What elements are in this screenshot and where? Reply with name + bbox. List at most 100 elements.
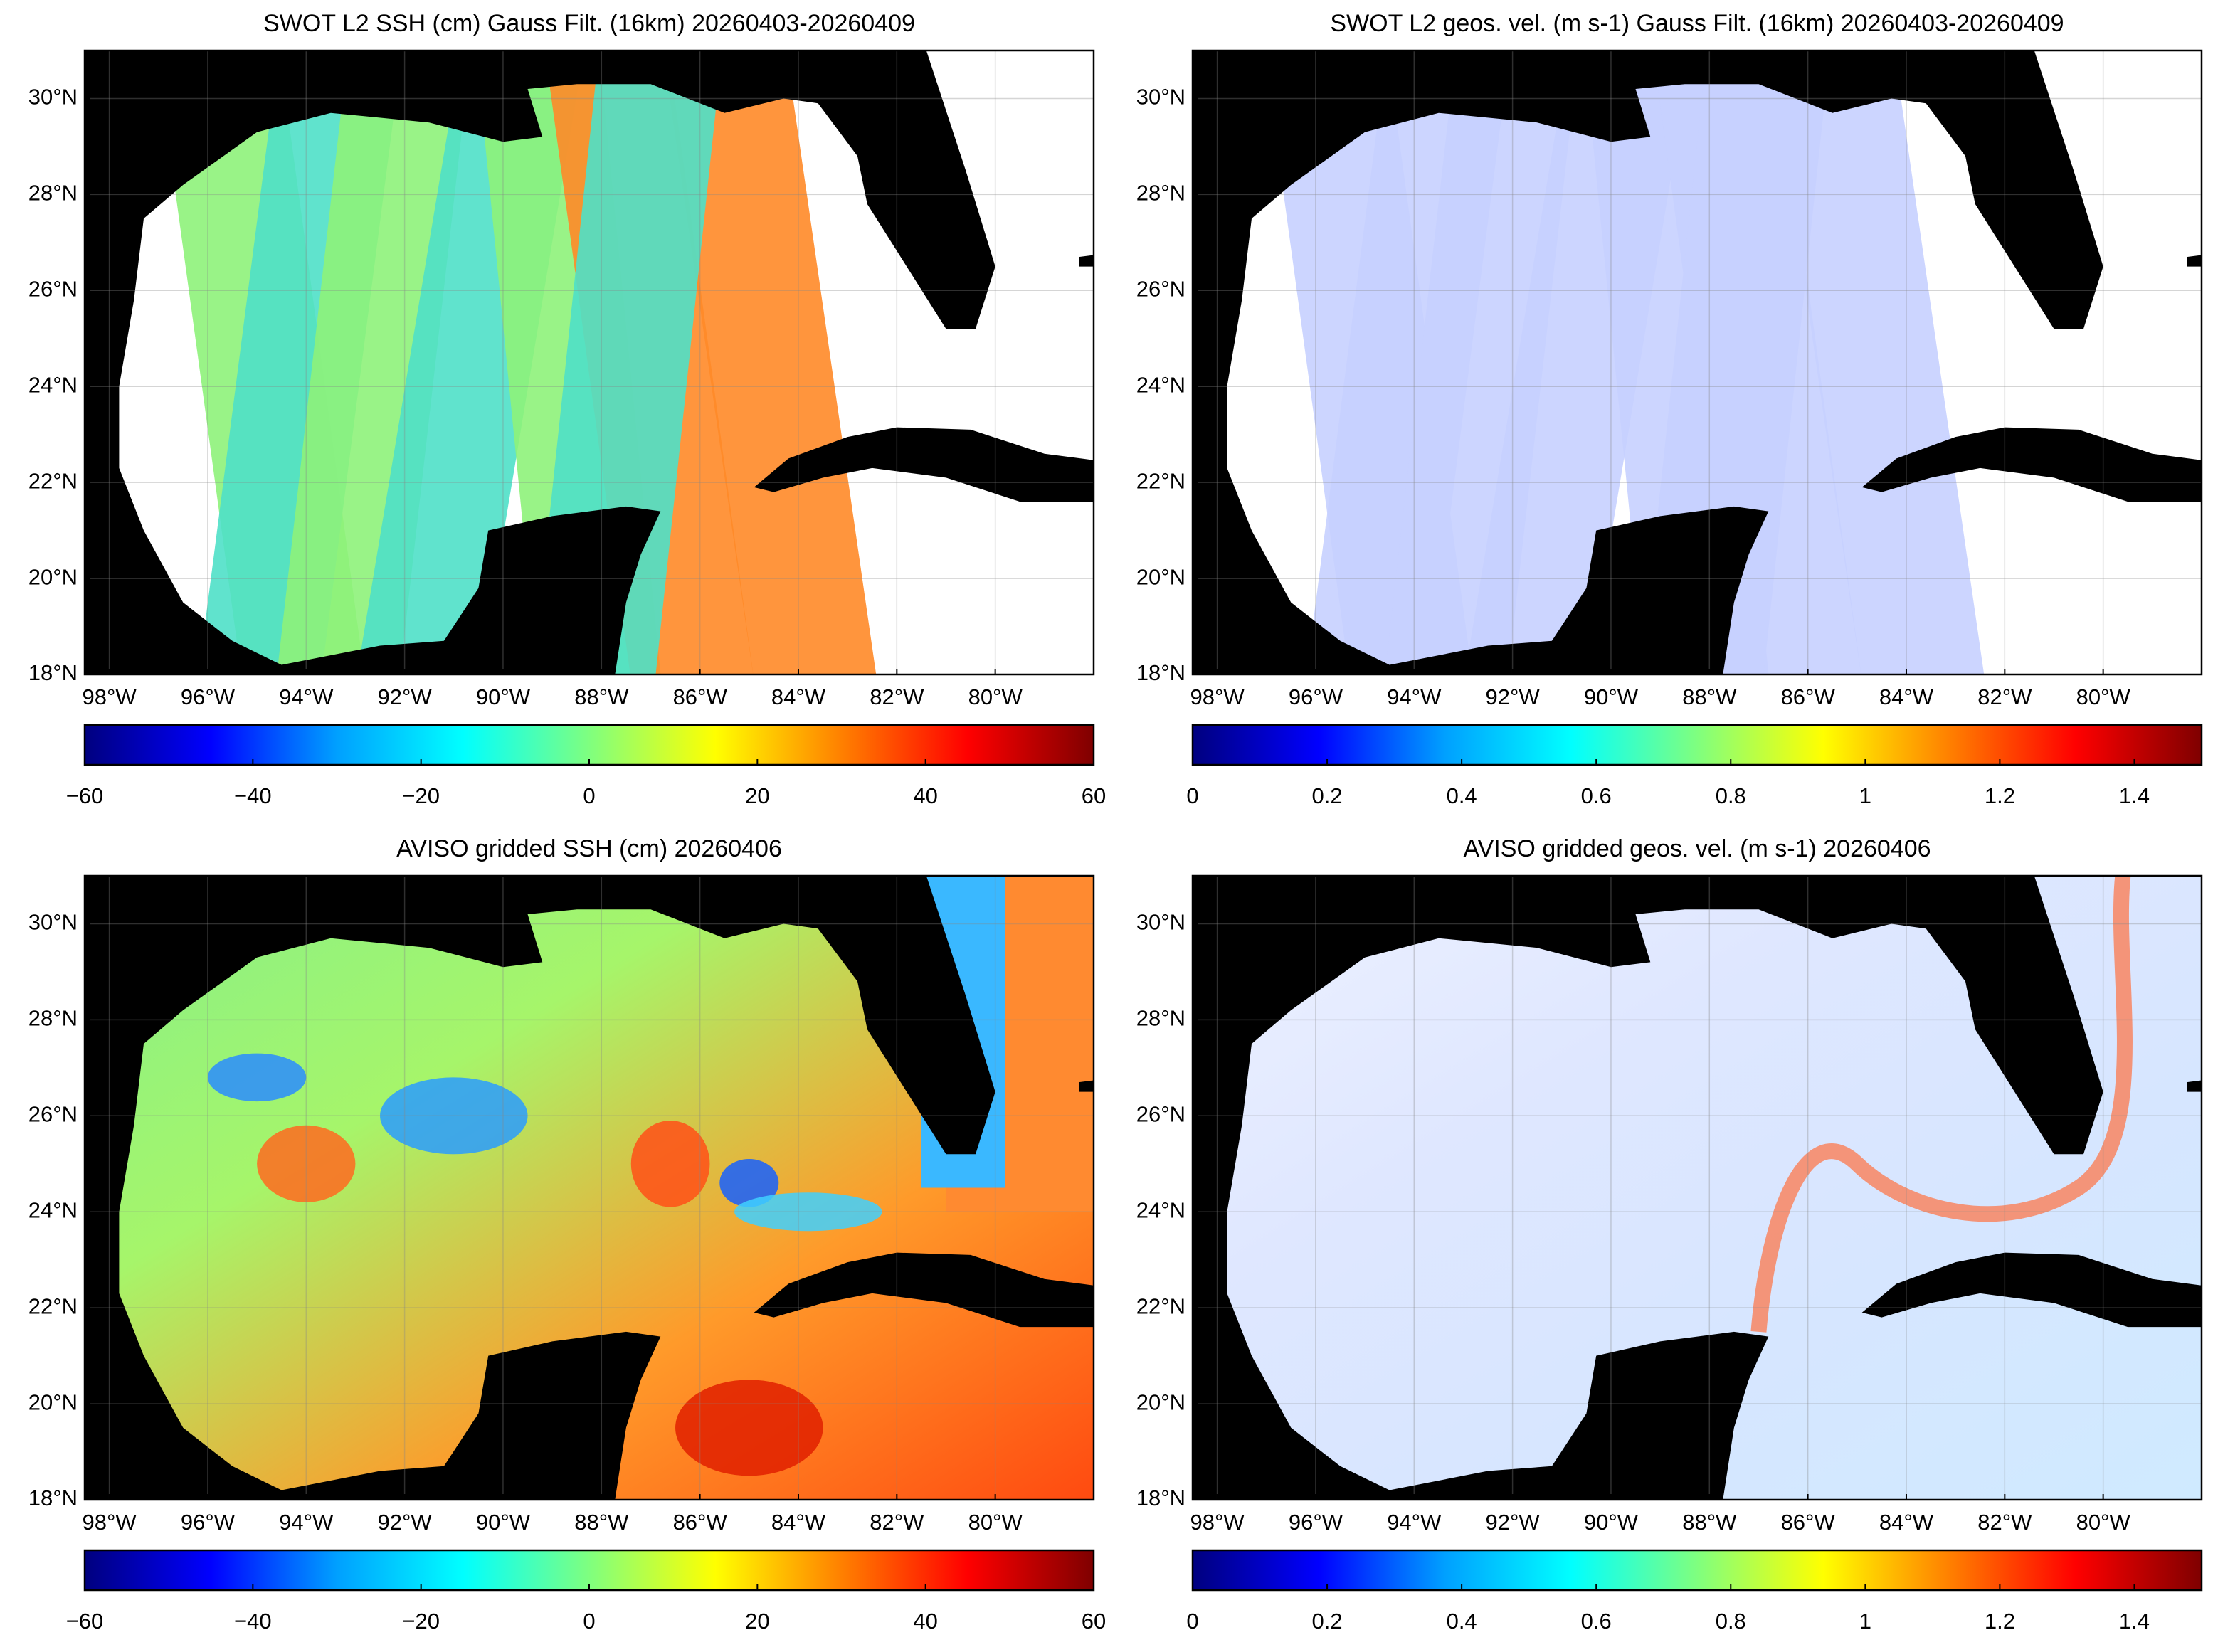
x-tick-label: 86°W xyxy=(1781,1510,1836,1535)
colorbar xyxy=(1191,1549,2203,1592)
x-tick-label: 92°W xyxy=(1486,684,1541,709)
map-area xyxy=(1193,876,2202,1500)
y-tick-label: 28°N xyxy=(28,1006,78,1031)
map-frame xyxy=(1191,874,2203,1501)
colorbar-tick-label: −20 xyxy=(402,783,440,808)
panel-title: SWOT L2 geos. vel. (m s-1) Gauss Filt. (… xyxy=(1330,10,2064,37)
x-tick-label: 90°W xyxy=(476,1510,531,1535)
colorbar xyxy=(83,1549,1095,1592)
x-tick-label: 84°W xyxy=(1879,684,1934,709)
colorbar-tick-label: −40 xyxy=(234,1609,272,1634)
y-tick-label: 18°N xyxy=(1136,1486,1185,1510)
y-tick-label: 30°N xyxy=(1136,910,1185,935)
field-feature xyxy=(257,1125,356,1202)
y-tick-label: 24°N xyxy=(1136,1197,1185,1222)
y-tick-label: 28°N xyxy=(1136,181,1185,206)
swath xyxy=(662,51,877,674)
land xyxy=(85,51,995,674)
x-tick-label: 96°W xyxy=(1289,684,1343,709)
colorbar-tick-label: 20 xyxy=(745,1609,769,1634)
land xyxy=(754,427,1094,502)
x-tick-label: 84°W xyxy=(771,684,826,709)
x-tick-label: 86°W xyxy=(673,1510,728,1535)
x-tick-label: 88°W xyxy=(574,684,629,709)
x-tick-label: 86°W xyxy=(673,684,728,709)
colorbar-tick-label: 0.2 xyxy=(1312,783,1343,808)
land xyxy=(1079,255,1094,267)
land xyxy=(1861,427,2202,502)
map-frame xyxy=(83,49,1095,676)
field-feature xyxy=(207,1053,307,1102)
colorbar-tick-label: −60 xyxy=(66,1609,104,1634)
colorbar-tick-label: 0.6 xyxy=(1581,783,1612,808)
y-tick-label: 18°N xyxy=(28,660,78,685)
map-frame xyxy=(83,874,1095,1501)
swath xyxy=(1770,51,1985,674)
x-tick-label: 80°W xyxy=(968,684,1023,709)
x-tick-label: 82°W xyxy=(1977,684,2032,709)
x-tick-label: 80°W xyxy=(968,1510,1023,1535)
colorbar-tick-label: 1.2 xyxy=(1985,783,2015,808)
map-area xyxy=(85,876,1094,1500)
y-tick-label: 28°N xyxy=(1136,1006,1185,1031)
colorbar-tick-label: 1 xyxy=(1859,1609,1871,1634)
colorbar-tick-label: 20 xyxy=(745,783,769,808)
colorbar-tick-label: 0.6 xyxy=(1581,1609,1612,1634)
map-panel: AVISO gridded geos. vel. (m s-1) 2026040… xyxy=(1136,835,2203,1634)
land xyxy=(2187,1080,2202,1092)
x-tick-label: 98°W xyxy=(1190,684,1245,709)
y-tick-label: 22°N xyxy=(1136,468,1185,493)
field-feature xyxy=(719,1159,779,1207)
map-area xyxy=(1193,51,2202,674)
x-tick-label: 82°W xyxy=(870,1510,924,1535)
colorbar-tick-label: 0.4 xyxy=(1447,783,1477,808)
colorbar-tick-label: −20 xyxy=(402,1609,440,1634)
x-tick-label: 88°W xyxy=(1682,684,1737,709)
x-tick-label: 98°W xyxy=(83,684,137,709)
x-tick-label: 86°W xyxy=(1781,684,1836,709)
x-tick-label: 92°W xyxy=(1486,1510,1541,1535)
x-tick-label: 98°W xyxy=(1190,1510,1245,1535)
x-tick-label: 80°W xyxy=(2076,684,2131,709)
colorbar xyxy=(1191,724,2203,766)
y-tick-label: 24°N xyxy=(1136,372,1185,397)
current-feature xyxy=(1750,876,2133,1333)
land xyxy=(1079,1080,1094,1092)
x-tick-label: 96°W xyxy=(181,1510,236,1535)
colorbar-tick-label: 0.4 xyxy=(1447,1609,1477,1634)
y-tick-label: 24°N xyxy=(28,372,78,397)
x-tick-label: 84°W xyxy=(1879,1510,1934,1535)
x-tick-label: 92°W xyxy=(378,684,433,709)
map-panel: SWOT L2 geos. vel. (m s-1) Gauss Filt. (… xyxy=(1136,10,2203,808)
x-tick-label: 96°W xyxy=(1289,1510,1343,1535)
map-frame xyxy=(1191,49,2203,676)
x-tick-label: 94°W xyxy=(1387,1510,1442,1535)
colorbar-tick-label: 0 xyxy=(1186,783,1198,808)
land xyxy=(1861,1252,2202,1328)
swath xyxy=(1385,51,1579,674)
colorbar-tick-label: 0 xyxy=(583,1609,595,1634)
colorbar-tick-label: 0 xyxy=(1186,1609,1198,1634)
x-tick-label: 88°W xyxy=(1682,1510,1737,1535)
y-tick-label: 30°N xyxy=(1136,85,1185,110)
field-feature xyxy=(675,1380,823,1476)
y-tick-label: 20°N xyxy=(28,564,78,589)
y-tick-label: 18°N xyxy=(1136,660,1185,685)
y-tick-label: 30°N xyxy=(28,910,78,935)
x-tick-label: 94°W xyxy=(279,1510,334,1535)
panel-title: SWOT L2 SSH (cm) Gauss Filt. (16km) 2026… xyxy=(263,10,915,37)
colorbar-tick-label: 0 xyxy=(583,783,595,808)
land xyxy=(754,1252,1094,1328)
map-panel: SWOT L2 SSH (cm) Gauss Filt. (16km) 2026… xyxy=(28,10,1106,808)
y-tick-label: 18°N xyxy=(28,1486,78,1510)
x-tick-label: 94°W xyxy=(1387,684,1442,709)
x-tick-label: 80°W xyxy=(2076,1510,2131,1535)
colorbar-tick-label: 60 xyxy=(1082,1609,1106,1634)
y-tick-label: 20°N xyxy=(1136,1389,1185,1414)
x-tick-label: 96°W xyxy=(181,684,236,709)
y-tick-label: 26°N xyxy=(28,276,78,301)
colorbar xyxy=(83,724,1095,766)
y-tick-label: 28°N xyxy=(28,181,78,206)
y-tick-label: 20°N xyxy=(1136,564,1185,589)
field-feature xyxy=(630,1121,710,1207)
